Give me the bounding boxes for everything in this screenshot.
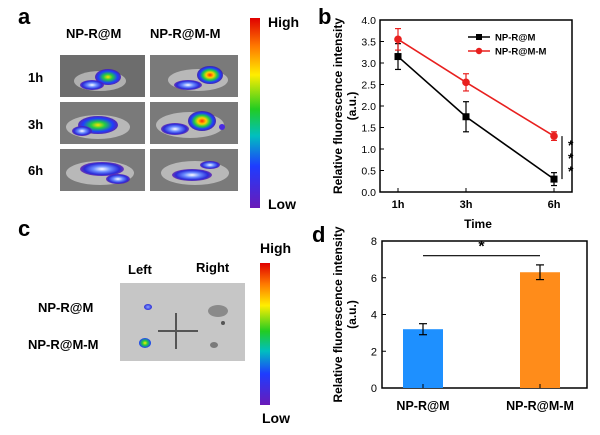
legend-marker xyxy=(475,47,483,55)
column-label-right: Right xyxy=(196,260,230,275)
y-tick-label: 2.5 xyxy=(361,80,376,92)
y-tick-label: 2 xyxy=(371,346,377,358)
y-tick-label: 1.0 xyxy=(361,144,376,156)
row-label-3h: 3h xyxy=(28,117,44,132)
x-axis-title: Time xyxy=(464,217,492,230)
row-label-1h: 1h xyxy=(28,70,44,85)
scale-high-label-a: High xyxy=(268,14,300,30)
image-1h-np-r-m-m xyxy=(150,55,238,97)
significance-marker: * xyxy=(568,150,574,166)
y-tick-label: 0 xyxy=(371,383,377,395)
column-label-np-r-m-m: NP-R@M-M xyxy=(150,26,221,41)
x-tick-label: 3h xyxy=(460,199,473,211)
y-axis-title-line1: Relative fluorescence intensity xyxy=(331,226,345,402)
color-scale-bar-a xyxy=(250,18,260,208)
legend-label: NP-R@M-M xyxy=(495,47,547,58)
y-axis-title-line1: Relative fluorescence intensity xyxy=(331,18,345,194)
scale-low-label-c: Low xyxy=(262,410,290,426)
y-tick-label: 0.5 xyxy=(361,166,376,178)
y-tick-label: 6 xyxy=(371,273,377,285)
x-tick-label: NP-R@M xyxy=(396,399,449,413)
bar-chart: 0 2 4 6 8 Relative fluorescence intensity (a.u… xyxy=(331,226,588,413)
scale-low-label-a: Low xyxy=(268,196,296,212)
image-3h-np-r-m xyxy=(60,102,145,144)
color-scale-bar-c xyxy=(260,263,270,405)
significance-marker: * xyxy=(478,239,485,256)
image-6h-np-r-m-m xyxy=(150,149,238,191)
row-label-np-r-m: NP-R@M xyxy=(38,300,94,315)
image-6h-np-r-m xyxy=(60,149,145,191)
row-label-np-r-m-m: NP-R@M-M xyxy=(28,337,99,352)
y-tick-label: 3.5 xyxy=(361,37,376,49)
significance-marker: * xyxy=(568,137,574,153)
scale-high-label-c: High xyxy=(260,240,292,256)
bar xyxy=(403,329,443,388)
data-point xyxy=(462,78,470,87)
row-label-6h: 6h xyxy=(28,163,44,178)
y-tick-label: 2.0 xyxy=(361,101,376,113)
data-point xyxy=(550,175,558,183)
x-tick-label: NP-R@M-M xyxy=(506,399,574,413)
x-tick-label: 6h xyxy=(548,199,561,211)
significance-marker: * xyxy=(568,163,574,179)
y-axis-title: Relative fluorescence intensity (a.u.) xyxy=(331,18,359,194)
y-tick-label: 1.5 xyxy=(361,123,376,135)
y-tick-label: 4.0 xyxy=(361,15,376,27)
y-tick-label: 4 xyxy=(371,310,377,322)
y-axis-title: Relative fluorescence intensity (a.u.) xyxy=(331,226,359,402)
legend-label: NP-R@M xyxy=(495,33,535,44)
fluorescence-image-grid xyxy=(60,55,238,191)
legend-marker xyxy=(476,34,482,40)
data-point xyxy=(462,113,470,121)
panel-c-label: c xyxy=(18,216,31,241)
bar xyxy=(520,272,560,388)
panel-a-label: a xyxy=(18,4,31,29)
panel-b-label: b xyxy=(318,4,332,29)
image-1h-np-r-m xyxy=(60,55,145,97)
x-tick-label: 1h xyxy=(392,199,405,211)
column-label-np-r-m: NP-R@M xyxy=(66,26,122,41)
data-point xyxy=(394,35,402,44)
series-line-1 xyxy=(397,55,555,180)
column-label-left: Left xyxy=(128,262,152,277)
y-axis-title-line2: (a.u.) xyxy=(345,300,359,329)
panel-d-label: d xyxy=(312,222,326,247)
y-tick-label: 3.0 xyxy=(361,58,376,70)
line-chart: 0.0 0.5 1.0 1.5 2.0 2.5 3.0 3.5 4.0 1h 3h 6h Time Rel… xyxy=(331,15,574,230)
y-tick-label: 0.0 xyxy=(361,187,376,199)
organ-fluorescence-image xyxy=(120,283,245,361)
y-tick-label: 8 xyxy=(371,236,377,248)
data-point xyxy=(550,132,558,140)
data-point xyxy=(394,53,402,61)
image-3h-np-r-m-m xyxy=(150,102,238,144)
y-axis-title-line2: (a.u.) xyxy=(345,92,359,121)
